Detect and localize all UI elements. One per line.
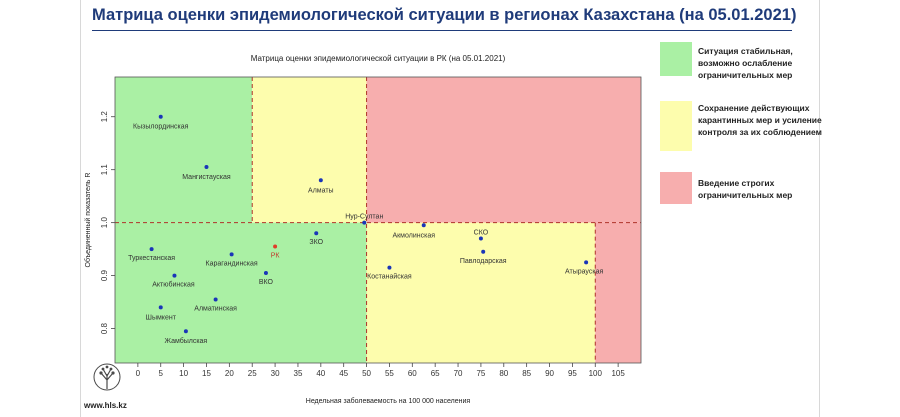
point-11	[229, 252, 234, 257]
point-1	[204, 165, 209, 170]
point-5	[478, 236, 483, 241]
y-axis-label: Объединенный показатель R	[84, 173, 92, 268]
x-tick-label-65: 65	[431, 369, 440, 378]
x-tick-label-75: 75	[476, 369, 485, 378]
title-divider	[92, 30, 792, 31]
x-tick-label-70: 70	[454, 369, 463, 378]
point-9	[314, 231, 319, 236]
legend-swatch-green	[660, 42, 692, 76]
zone-0	[115, 77, 253, 223]
x-tick-label-105: 105	[611, 369, 625, 378]
point-6	[481, 249, 486, 254]
zone-5	[595, 222, 641, 363]
legend-swatch-maintain	[660, 101, 692, 151]
legend-swatch-strict	[660, 172, 692, 204]
point-label-13: Актюбинская	[152, 281, 195, 289]
point-label-0: Кызылординская	[133, 124, 189, 131]
point-label-6: Павлодарская	[460, 258, 507, 265]
chart-title: Матрица оценки эпидемиологической ситуац…	[250, 54, 506, 63]
point-label-8: Костанайская	[367, 273, 412, 281]
x-tick-label-25: 25	[248, 369, 257, 378]
y-tick-label-1.1: 1.1	[100, 164, 109, 176]
point-7	[584, 260, 589, 265]
point-label-7: Атырауская	[565, 268, 603, 275]
point-label-15: Алматинская	[194, 305, 237, 312]
hls-logo-icon	[93, 363, 121, 391]
point-13	[172, 273, 177, 278]
x-tick-label-0: 0	[136, 369, 141, 378]
x-tick-label-55: 55	[385, 369, 394, 378]
zone-1	[252, 77, 367, 223]
y-tick-label-1.2: 1.2	[100, 111, 109, 123]
zone-3	[115, 222, 367, 363]
point-label-16: Шымкент	[146, 314, 177, 321]
x-axis-label: Недельная заболеваемость на 100 000 насе…	[306, 397, 471, 405]
x-tick-label-95: 95	[568, 369, 577, 378]
x-tick-label-30: 30	[271, 369, 280, 378]
legend-label-stable: Ситуация стабильная, возможно ослабление…	[698, 46, 793, 80]
point-4	[421, 223, 426, 228]
x-tick-label-100: 100	[589, 369, 603, 378]
point-label-9: ЗКО	[309, 239, 323, 246]
point-label-2: Алматы	[308, 187, 334, 194]
point-label-14: ВКО	[259, 279, 274, 286]
x-tick-label-80: 80	[499, 369, 508, 378]
point-label-3: Нур-Султан	[345, 214, 383, 221]
point-12	[273, 244, 278, 249]
legend-swatch-stable	[660, 42, 692, 76]
point-3	[362, 220, 367, 225]
point-2	[318, 178, 323, 183]
zone-2	[366, 77, 641, 223]
y-tick-label-0.9: 0.9	[100, 270, 109, 282]
point-label-5: СКО	[474, 230, 489, 237]
point-label-11: Карагандинская	[206, 260, 258, 267]
point-0	[158, 114, 163, 119]
x-tick-label-5: 5	[159, 369, 164, 378]
x-tick-label-20: 20	[225, 369, 234, 378]
x-tick-label-85: 85	[522, 369, 531, 378]
legend-swatch-yellow	[660, 101, 692, 151]
x-tick-label-35: 35	[294, 369, 303, 378]
legend-label-maintain: Сохранение действующих карантинных мер и…	[698, 103, 822, 137]
x-tick-label-45: 45	[339, 369, 348, 378]
x-tick-label-50: 50	[362, 369, 371, 378]
legend-item-strict: Введение строгих ограничительных мер	[660, 172, 810, 204]
website-link[interactable]: www.hls.kz	[84, 401, 127, 410]
point-10	[149, 247, 154, 252]
legend-item-stable: Ситуация стабильная, возможно ослабление…	[660, 42, 810, 80]
legend-swatch-red	[660, 172, 692, 204]
point-label-4: Акмолинская	[392, 232, 435, 239]
x-tick-label-15: 15	[202, 369, 211, 378]
point-16	[158, 305, 163, 310]
zone-4	[366, 222, 596, 363]
legend-item-maintain: Сохранение действующих карантинных мер и…	[660, 101, 822, 151]
y-tick-label-1: 1.0	[100, 217, 109, 229]
x-tick-label-60: 60	[408, 369, 417, 378]
x-tick-label-10: 10	[179, 369, 188, 378]
point-label-1: Мангистауская	[182, 174, 231, 181]
point-label-12: РК	[271, 252, 281, 259]
risk-matrix-chart: 0 5 10 15 20 25 30 35 40 45 50 55 60 65 70 75 80 85 90 95 10…	[84, 76, 642, 405]
slide-title: Матрица оценки эпидемиологической ситуац…	[92, 6, 797, 24]
legend-label-strict: Введение строгих ограничительных мер	[698, 178, 793, 200]
point-15	[213, 297, 218, 302]
x-tick-label-40: 40	[316, 369, 325, 378]
point-label-17: Жамбылская	[165, 337, 208, 345]
point-label-10: Туркестанская	[128, 255, 175, 262]
y-tick-label-0.8: 0.8	[100, 322, 109, 334]
x-tick-label-90: 90	[545, 369, 554, 378]
plot-frame	[114, 76, 642, 364]
point-17	[183, 329, 188, 334]
point-14	[263, 270, 268, 275]
point-8	[387, 265, 392, 270]
